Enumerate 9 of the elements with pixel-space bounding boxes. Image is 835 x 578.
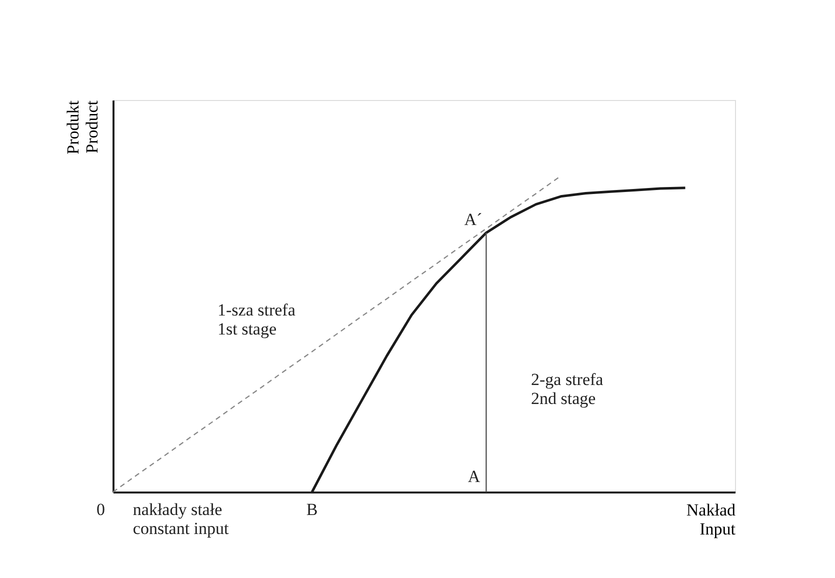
- annotation: 1-sza strefa 1st stage: [217, 300, 296, 338]
- annotation: A: [468, 467, 481, 486]
- text: nakłady stałe constant input: [132, 500, 230, 538]
- text: B: [306, 500, 318, 519]
- annotation: 2-ga strefa 2nd stage: [530, 370, 604, 408]
- annotation: A´: [464, 210, 482, 229]
- text: 0: [96, 500, 105, 519]
- x-axis-title: Nakład Input: [686, 500, 736, 538]
- y-axis-title: Produkt Product: [64, 100, 102, 154]
